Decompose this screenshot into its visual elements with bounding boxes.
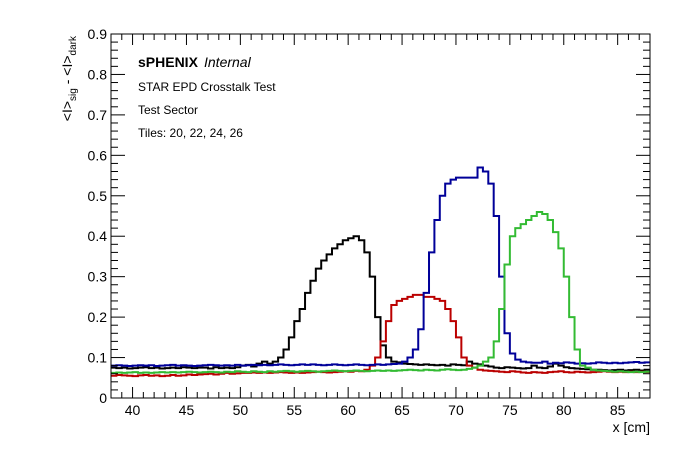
y-axis-label-main: <I> bbox=[59, 101, 75, 121]
y-axis-label-sub1: sig bbox=[68, 88, 79, 101]
annotation-line1: STAR EPD Crosstalk Test bbox=[138, 80, 276, 94]
y-tick-label: 0.5 bbox=[88, 188, 108, 204]
series-4-line bbox=[111, 210, 650, 374]
annotation-brand: sPHENIX bbox=[138, 54, 199, 70]
y-axis-label-main2: <I> bbox=[59, 55, 75, 75]
x-tick-label: 80 bbox=[556, 402, 572, 418]
x-tick-label: 55 bbox=[286, 402, 302, 418]
x-tick-label: 50 bbox=[233, 402, 249, 418]
y-tick-label: 0 bbox=[99, 390, 107, 406]
y-axis-label-sep: - bbox=[59, 76, 75, 88]
y-tick-label: 0.9 bbox=[88, 26, 108, 42]
x-tick-label: 45 bbox=[179, 402, 195, 418]
x-tick-label: 70 bbox=[448, 402, 464, 418]
ticks-layer: 40 45 50 55 60 65 70 75 80 85 0 0.1 0.2 0.3 0.4 0.5 0.6 0… bbox=[88, 26, 651, 418]
series-layer bbox=[111, 166, 650, 378]
annotation-line2: Test Sector bbox=[138, 103, 198, 117]
series-3-line bbox=[111, 166, 650, 368]
x-tick-label: 65 bbox=[394, 402, 410, 418]
series-2-line bbox=[111, 293, 650, 378]
y-axis-label: <I>sig - <I>dark bbox=[59, 35, 79, 121]
annotation-status: Internal bbox=[204, 54, 252, 70]
y-tick-label: 0.1 bbox=[88, 350, 108, 366]
y-tick-label: 0.8 bbox=[88, 66, 108, 82]
y-tick-label: 0.7 bbox=[88, 107, 108, 123]
x-axis-label: x [cm] bbox=[613, 419, 650, 435]
y-axis-label-sub2: dark bbox=[68, 35, 79, 55]
annotation-line3: Tiles: 20, 22, 24, 26 bbox=[138, 126, 243, 140]
y-tick-label: 0.2 bbox=[88, 309, 108, 325]
y-tick-label: 0.3 bbox=[88, 269, 108, 285]
y-tick-label: 0.6 bbox=[88, 147, 108, 163]
y-tick-label: 0.4 bbox=[88, 228, 108, 244]
x-tick-label: 85 bbox=[610, 402, 626, 418]
x-tick-label: 60 bbox=[340, 402, 356, 418]
x-tick-label: 40 bbox=[125, 402, 141, 418]
x-tick-label: 75 bbox=[502, 402, 518, 418]
